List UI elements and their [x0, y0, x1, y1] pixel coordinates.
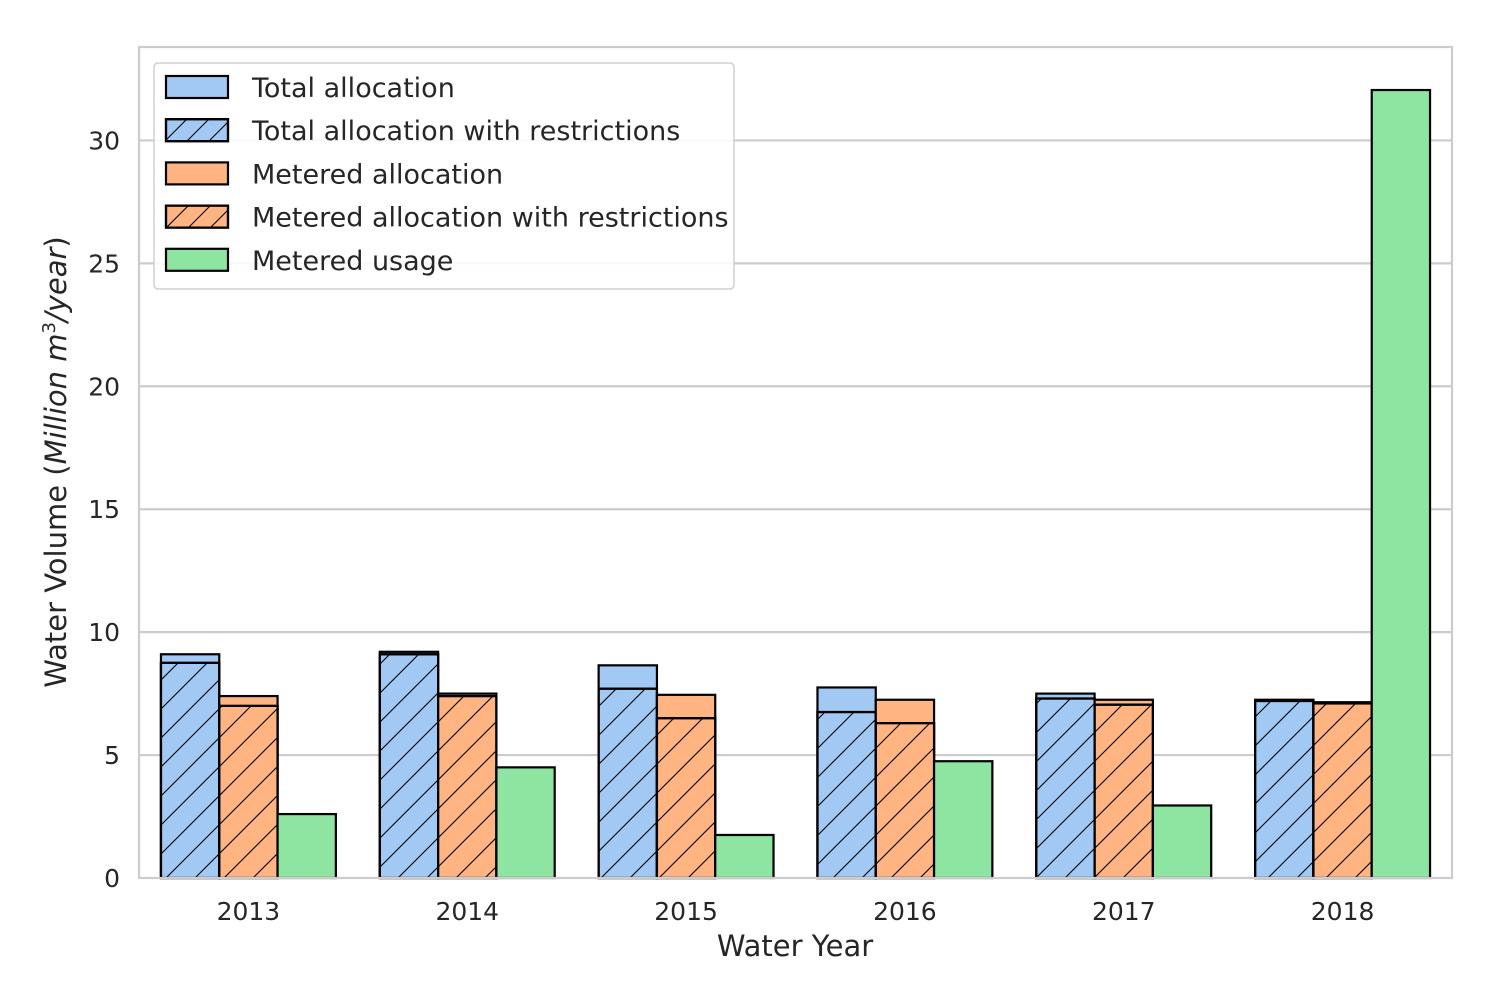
x-tick-label-2015: 2015 — [654, 897, 718, 926]
y-tick-label-20: 20 — [88, 372, 120, 401]
x-tick-label-2013: 2013 — [217, 897, 281, 926]
bar-hatch-metered-allocation-with-restrictions-2015 — [655, 717, 717, 880]
legend-items: Total allocation Total allocation with re… — [164, 73, 729, 277]
legend-frame — [153, 62, 735, 290]
y-axis-title-exponent: 3 — [39, 322, 60, 333]
x-tick-label-2018: 2018 — [1311, 897, 1375, 926]
x-tick-label-2017: 2017 — [1092, 897, 1156, 926]
bar-metered-usage-2015 — [714, 833, 775, 880]
bar-metered-usage-2018 — [1370, 88, 1432, 880]
x-tick-label-2014: 2014 — [435, 897, 499, 926]
bar-metered-usage-2014 — [495, 766, 556, 880]
legend-label-total-allocation: Total allocation — [251, 73, 455, 104]
bar-hatch-total-allocation-with-restrictions-2018 — [1254, 699, 1315, 880]
y-axis-title-unit: Million m — [39, 334, 73, 465]
y-tick-label-15: 15 — [88, 495, 120, 524]
legend: Total allocation Total allocation with re… — [153, 62, 735, 290]
legend-swatch-total-allocation — [164, 74, 230, 100]
bar-metered-usage-2013 — [276, 812, 337, 880]
y-tick-label-10: 10 — [88, 618, 120, 647]
legend-label-metered-allocation: Metered allocation — [252, 159, 503, 190]
bar-hatch-metered-allocation-with-restrictions-2017 — [1093, 703, 1154, 880]
legend-label-metered-usage: Metered usage — [252, 246, 453, 277]
bar-hatch-total-allocation-with-restrictions-2017 — [1035, 697, 1096, 880]
y-axis-title-suffix: ) — [39, 236, 73, 247]
legend-swatch-metered-usage — [164, 247, 230, 272]
x-axis-title: Water Year — [717, 929, 873, 963]
bar-hatch-metered-allocation-with-restrictions-2016 — [874, 722, 936, 880]
x-tick-label-2016: 2016 — [873, 897, 937, 926]
legend-swatch-metered-allocation — [164, 161, 230, 186]
y-tick-labels: 0 5 10 15 20 25 30 — [88, 126, 120, 893]
bar-hatch-total-allocation-with-restrictions-2013 — [159, 661, 221, 880]
legend-swatch-hatch-total-allocation-with-restrictions — [164, 118, 230, 143]
bar-metered-usage-2016 — [932, 760, 994, 880]
bar-hatch-metered-allocation-with-restrictions-2014 — [437, 694, 498, 880]
bar-hatch-metered-allocation-with-restrictions-2013 — [218, 704, 279, 880]
bar-metered-usage-2017 — [1151, 804, 1213, 880]
y-axis-title: Water Volume (Million m3/year) — [39, 236, 73, 687]
y-tick-label-5: 5 — [104, 741, 120, 770]
plot-frame — [137, 45, 1454, 880]
bar-hatch-total-allocation-with-restrictions-2014 — [378, 653, 440, 880]
bar-hatch-total-allocation-with-restrictions-2016 — [816, 710, 877, 880]
x-tick-labels: 2013 2014 2015 2016 2017 2018 — [217, 897, 1375, 926]
y-tick-label-25: 25 — [88, 249, 120, 278]
legend-label-total-allocation-with-restrictions: Total allocation with restrictions — [251, 116, 680, 147]
bar-hatch-total-allocation-with-restrictions-2015 — [597, 687, 659, 880]
legend-swatch-hatch-metered-allocation-with-restrictions — [164, 204, 230, 229]
y-axis-title-prefix: Water Volume ( — [39, 464, 73, 687]
gridlines — [139, 139, 1452, 757]
y-tick-label-30: 30 — [88, 126, 120, 155]
legend-label-metered-allocation-with-restrictions: Metered allocation with restrictions — [252, 203, 729, 234]
y-tick-label-0: 0 — [104, 864, 120, 893]
bar-hatch-metered-allocation-with-restrictions-2018 — [1312, 702, 1373, 880]
y-axis-title-per: /year — [39, 246, 73, 326]
